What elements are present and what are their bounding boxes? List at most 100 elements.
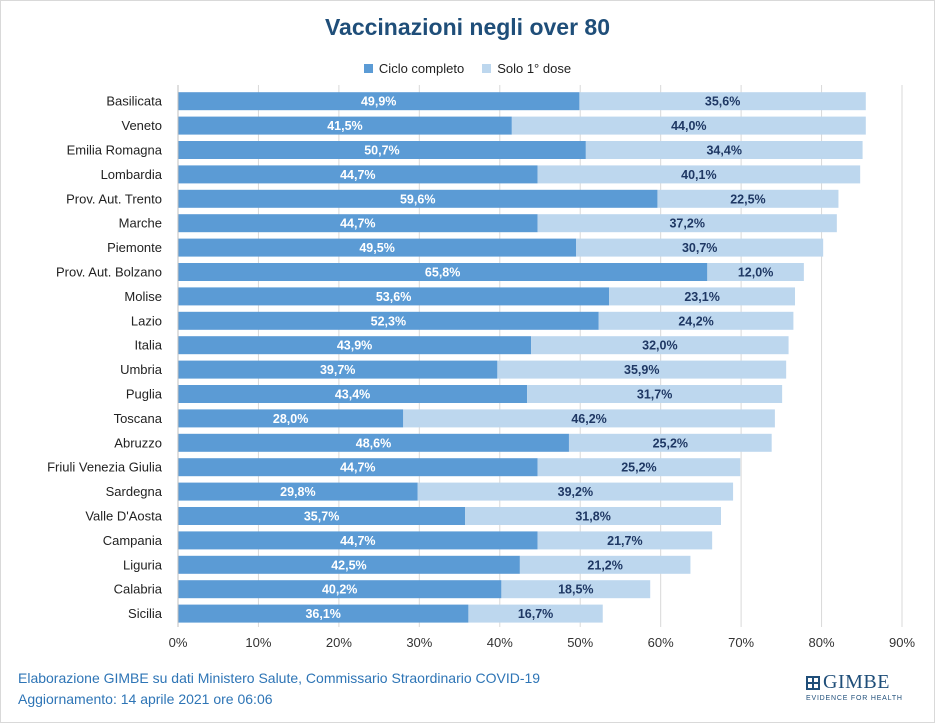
- data-label-solo-prima-dose: 39,2%: [558, 485, 593, 499]
- bar-ciclo-completo: [178, 482, 418, 501]
- category-label: Basilicata: [106, 94, 162, 109]
- data-label-ciclo-completo: 50,7%: [364, 144, 399, 158]
- category-label: Lombardia: [101, 167, 163, 182]
- data-label-ciclo-completo: 29,8%: [280, 485, 315, 499]
- data-label-ciclo-completo: 40,2%: [322, 583, 357, 597]
- category-label: Valle D'Aosta: [85, 509, 162, 524]
- category-label: Italia: [135, 338, 163, 353]
- data-label-solo-prima-dose: 25,2%: [621, 461, 656, 475]
- legend-swatch-ciclo-completo: [363, 64, 373, 73]
- bar-ciclo-completo: [178, 336, 532, 355]
- category-label: Emilia Romagna: [67, 143, 163, 158]
- bar-ciclo-completo: [178, 531, 538, 550]
- data-label-ciclo-completo: 42,5%: [331, 558, 366, 572]
- category-label: Prov. Aut. Bolzano: [56, 265, 162, 280]
- bar-solo-prima-dose: [531, 336, 789, 355]
- bar-ciclo-completo: [178, 360, 498, 379]
- data-label-solo-prima-dose: 35,6%: [705, 95, 740, 109]
- data-label-ciclo-completo: 44,7%: [340, 534, 375, 548]
- bar-solo-prima-dose: [537, 214, 837, 233]
- bar-ciclo-completo: [178, 165, 538, 184]
- bar-solo-prima-dose: [585, 141, 863, 159]
- category-label: Puglia: [126, 387, 163, 402]
- data-label-solo-prima-dose: 46,2%: [571, 412, 606, 426]
- data-label-ciclo-completo: 43,9%: [337, 339, 372, 353]
- data-label-ciclo-completo: 49,9%: [361, 95, 396, 109]
- data-label-ciclo-completo: 52,3%: [371, 314, 406, 328]
- bar-ciclo-completo: [178, 580, 502, 599]
- bar-solo-prima-dose: [537, 531, 713, 550]
- bar-ciclo-completo: [178, 116, 512, 135]
- category-label: Friuli Venezia Giulia: [47, 460, 163, 475]
- data-label-ciclo-completo: 65,8%: [425, 266, 460, 280]
- logo-tagline: EVIDENCE FOR HEALTH: [806, 695, 903, 702]
- data-label-solo-prima-dose: 12,0%: [738, 266, 773, 280]
- x-tick-label: 20%: [326, 635, 352, 650]
- footer-updated: Aggiornamento: 14 aprile 2021 ore 06:06: [18, 691, 273, 707]
- bar-ciclo-completo: [178, 92, 580, 111]
- bar-ciclo-completo: [178, 287, 610, 306]
- bar-solo-prima-dose: [579, 92, 866, 111]
- data-label-solo-prima-dose: 31,8%: [575, 510, 610, 524]
- x-tick-label: 0%: [169, 635, 188, 650]
- x-tick-label: 80%: [809, 635, 835, 650]
- bar-solo-prima-dose: [598, 311, 794, 330]
- data-label-solo-prima-dose: 22,5%: [730, 192, 765, 206]
- bar-ciclo-completo: [178, 238, 577, 257]
- legend-swatch-solo-prima-dose: [482, 64, 492, 73]
- category-label: Sardegna: [106, 484, 163, 499]
- category-label: Toscana: [114, 411, 163, 426]
- category-label: Calabria: [114, 582, 163, 597]
- category-label: Marche: [119, 216, 162, 231]
- data-label-solo-prima-dose: 25,2%: [653, 436, 688, 450]
- data-label-solo-prima-dose: 24,2%: [678, 314, 713, 328]
- bar-ciclo-completo: [178, 604, 469, 623]
- x-tick-label: 40%: [487, 635, 513, 650]
- bar-ciclo-completo: [178, 433, 569, 452]
- gimbe-logo: GIMBE EVIDENCE FOR HEALTH: [806, 671, 910, 707]
- data-label-ciclo-completo: 48,6%: [356, 436, 391, 450]
- data-label-solo-prima-dose: 18,5%: [558, 583, 593, 597]
- x-tick-label: 60%: [648, 635, 674, 650]
- legend-item-solo-prima-dose: Solo 1° dose: [482, 61, 571, 76]
- category-label: Campania: [103, 533, 163, 548]
- bar-solo-prima-dose: [468, 604, 603, 623]
- data-label-ciclo-completo: 43,4%: [335, 388, 370, 402]
- data-label-solo-prima-dose: 30,7%: [682, 241, 717, 255]
- bar-ciclo-completo: [178, 458, 538, 477]
- x-tick-label: 50%: [567, 635, 593, 650]
- category-label: Molise: [124, 289, 162, 304]
- bar-ciclo-completo: [178, 311, 599, 330]
- bar-solo-prima-dose: [417, 482, 734, 501]
- bar-ciclo-completo: [178, 385, 528, 403]
- bar-ciclo-completo: [178, 507, 466, 525]
- data-label-ciclo-completo: 44,7%: [340, 461, 375, 475]
- bar-solo-prima-dose: [609, 287, 796, 306]
- chart-legend: Ciclo completo Solo 1° dose: [0, 61, 935, 76]
- legend-label-ciclo-completo: Ciclo completo: [378, 61, 465, 76]
- bar-solo-prima-dose: [497, 360, 787, 379]
- bar-solo-prima-dose: [537, 458, 741, 477]
- data-label-solo-prima-dose: 32,0%: [642, 339, 677, 353]
- category-label: Liguria: [123, 557, 163, 572]
- category-label: Veneto: [122, 118, 163, 133]
- bar-solo-prima-dose: [465, 507, 721, 525]
- data-label-ciclo-completo: 59,6%: [400, 192, 435, 206]
- bar-ciclo-completo: [178, 555, 520, 574]
- data-label-ciclo-completo: 39,7%: [320, 363, 355, 377]
- data-label-ciclo-completo: 44,7%: [340, 217, 375, 231]
- footer-source: Elaborazione GIMBE su dati Ministero Sal…: [18, 670, 541, 686]
- category-label: Sicilia: [128, 606, 163, 621]
- bar-ciclo-completo: [178, 409, 404, 428]
- category-label: Piemonte: [107, 240, 162, 255]
- chart-title: Vaccinazioni negli over 80: [324, 14, 611, 40]
- legend-item-ciclo-completo: Ciclo completo: [363, 61, 465, 76]
- data-label-ciclo-completo: 44,7%: [340, 168, 375, 182]
- bar-solo-prima-dose: [519, 555, 691, 574]
- bar-ciclo-completo: [178, 189, 658, 208]
- data-label-solo-prima-dose: 21,7%: [607, 534, 642, 548]
- legend-label-solo-prima-dose: Solo 1° dose: [497, 61, 572, 76]
- data-label-solo-prima-dose: 21,2%: [587, 558, 622, 572]
- category-label: Abruzzo: [114, 435, 162, 450]
- bar-solo-prima-dose: [511, 116, 866, 135]
